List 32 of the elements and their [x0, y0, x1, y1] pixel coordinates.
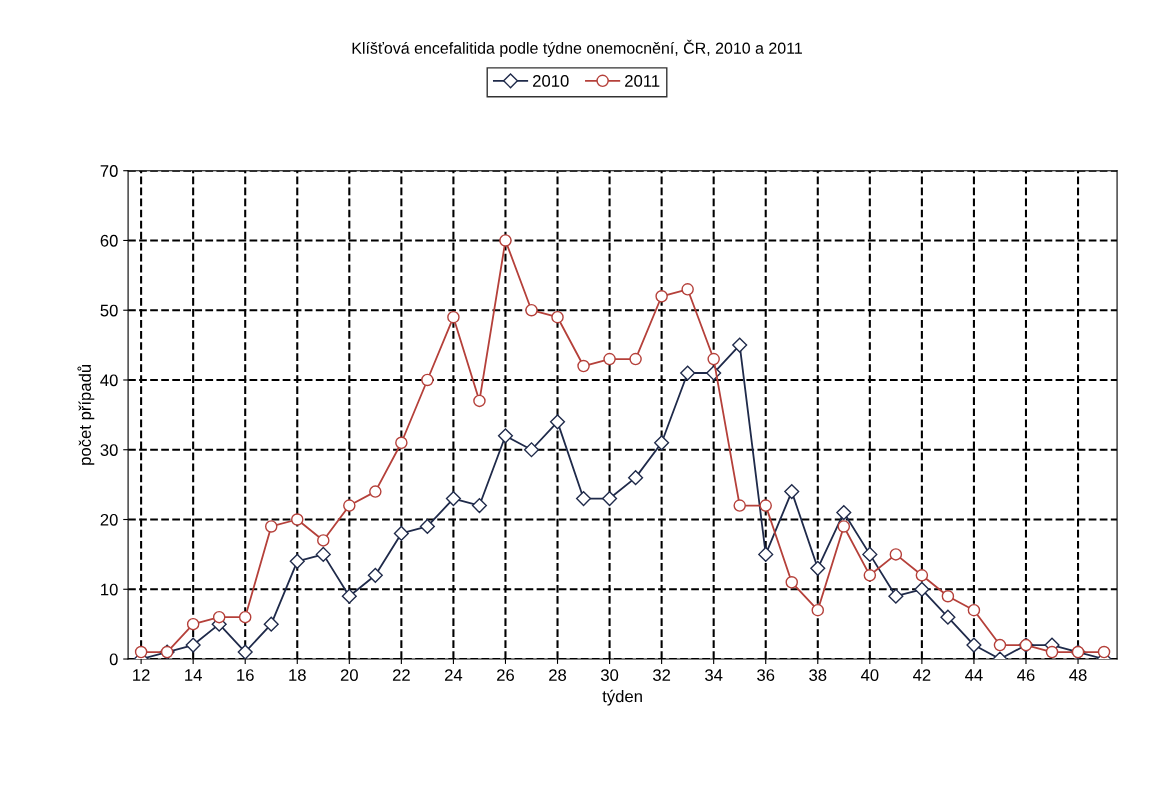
- x-tick-label: 40: [860, 669, 879, 681]
- legend-label: 2011: [625, 74, 660, 87]
- x-tick-label: 36: [757, 669, 775, 681]
- x-tick-label: 20: [340, 669, 358, 681]
- x-tick-label: 22: [392, 669, 410, 681]
- y-tick-label: 0: [109, 653, 118, 666]
- y-tick-label: 20: [100, 513, 118, 526]
- x-tick-label: 26: [497, 669, 514, 681]
- x-tick-label: 12: [133, 669, 150, 681]
- y-axis-title: počet případů: [77, 365, 95, 465]
- y-tick-label: 30: [100, 444, 118, 456]
- x-tick-label: 48: [1069, 669, 1087, 681]
- x-tick-label: 28: [549, 669, 567, 681]
- legend-label: 2010: [533, 74, 569, 87]
- x-tick-label: 42: [912, 669, 931, 681]
- y-tick-label: 50: [100, 304, 118, 317]
- x-tick-label: 18: [289, 669, 306, 681]
- y-tick-label: 40: [100, 374, 118, 387]
- x-tick-label: 16: [237, 669, 254, 681]
- chart-title: Klíšťová encefalitida podle týdne onemocnění, ČR, 2010 a 2011: [352, 39, 802, 57]
- x-tick-label: 38: [809, 669, 827, 681]
- y-tick-label: 60: [100, 234, 118, 247]
- x-tick-label: 32: [652, 669, 671, 681]
- x-tick-label: 24: [444, 669, 463, 681]
- x-tick-label: 44: [965, 669, 983, 681]
- y-tick-label: 10: [101, 583, 118, 596]
- x-tick-label: 14: [185, 669, 202, 681]
- x-tick-label: 34: [705, 669, 723, 681]
- y-tick-label: 70: [100, 165, 118, 177]
- x-tick-label: 30: [600, 669, 619, 681]
- x-tick-label: 46: [1017, 669, 1035, 681]
- x-axis-title: týden: [602, 689, 642, 706]
